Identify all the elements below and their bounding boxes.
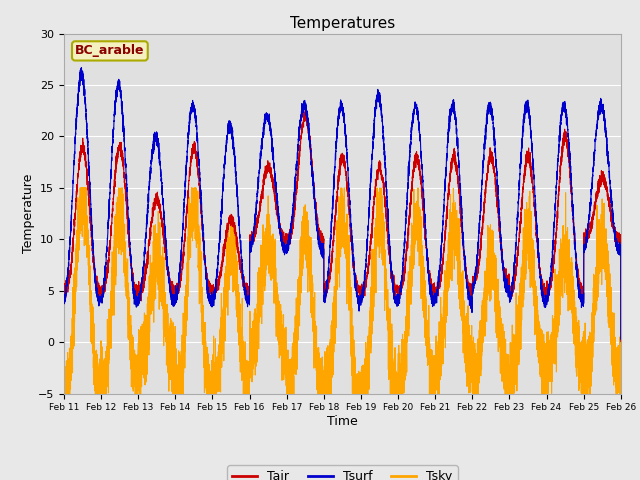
Text: BC_arable: BC_arable: [75, 44, 145, 58]
X-axis label: Time: Time: [327, 415, 358, 428]
Legend: Tair, Tsurf, Tsky: Tair, Tsurf, Tsky: [227, 465, 458, 480]
Y-axis label: Temperature: Temperature: [22, 174, 35, 253]
Title: Temperatures: Temperatures: [290, 16, 395, 31]
